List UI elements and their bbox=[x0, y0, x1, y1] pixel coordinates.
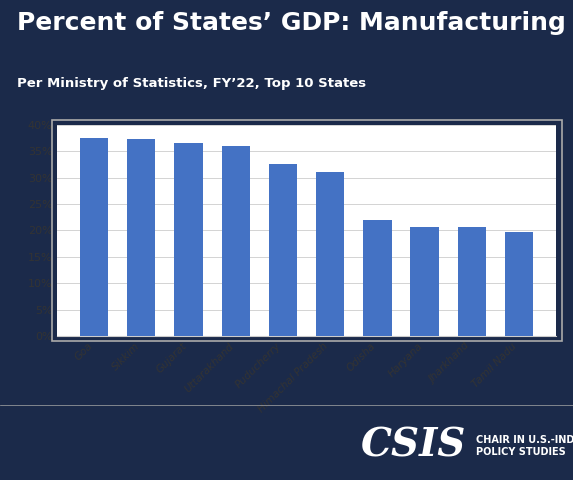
Bar bbox=[80, 138, 108, 336]
Bar bbox=[410, 227, 439, 336]
Bar bbox=[458, 227, 486, 336]
Bar bbox=[174, 143, 203, 336]
Bar bbox=[505, 232, 533, 336]
Text: Percent of States’ GDP: Manufacturing: Percent of States’ GDP: Manufacturing bbox=[17, 11, 566, 35]
Bar bbox=[363, 220, 391, 336]
Bar bbox=[222, 146, 250, 336]
Bar bbox=[269, 164, 297, 336]
Bar bbox=[316, 172, 344, 336]
Text: CSIS: CSIS bbox=[361, 427, 466, 465]
Text: CHAIR IN U.S.-INDIA
POLICY STUDIES: CHAIR IN U.S.-INDIA POLICY STUDIES bbox=[476, 435, 573, 456]
Bar bbox=[127, 139, 155, 336]
Text: Per Ministry of Statistics, FY’22, Top 10 States: Per Ministry of Statistics, FY’22, Top 1… bbox=[17, 77, 366, 90]
